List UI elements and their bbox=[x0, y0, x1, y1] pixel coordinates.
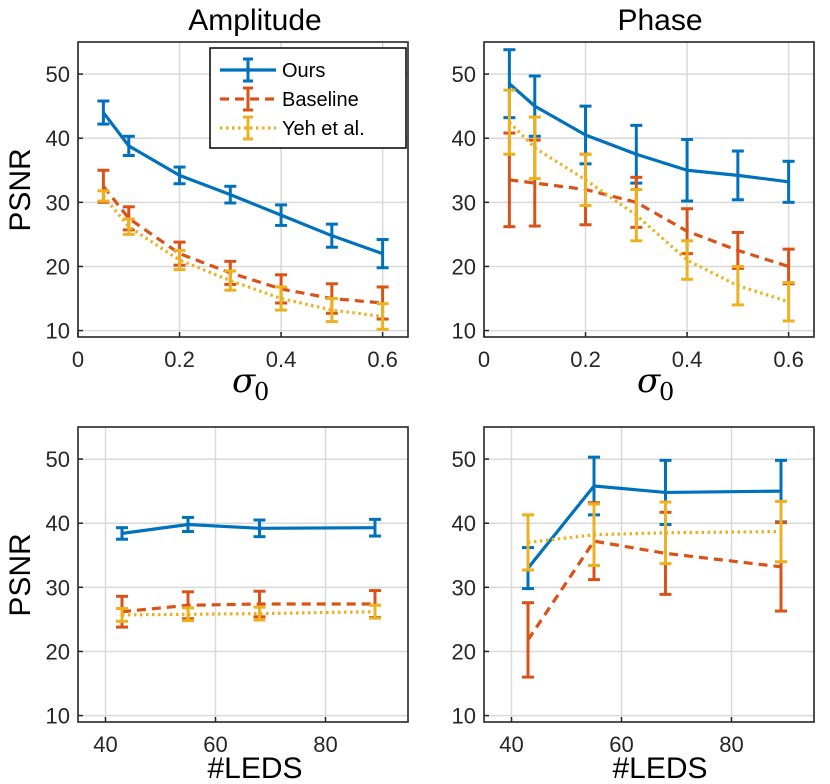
y-tick-label: 50 bbox=[452, 447, 476, 472]
x-tick-label: 0.2 bbox=[570, 347, 601, 372]
errorbar-yeh bbox=[122, 217, 135, 236]
legend: Ours Baseline Yeh et al. bbox=[209, 47, 407, 149]
y-tick-label: 10 bbox=[46, 319, 70, 344]
legend-item-baseline: Baseline bbox=[220, 86, 359, 112]
sigma-subscript: 0 bbox=[659, 378, 674, 406]
y-tick-label: 40 bbox=[452, 511, 476, 536]
title-phase: Phase bbox=[617, 4, 702, 37]
y-tick-label: 30 bbox=[46, 190, 70, 215]
sigma-symbol: σ bbox=[637, 361, 661, 401]
errorbar-yeh bbox=[522, 513, 534, 572]
y-tick-label: 50 bbox=[452, 62, 476, 87]
line-ours bbox=[526, 484, 782, 570]
y-tick-label: 20 bbox=[46, 254, 70, 279]
axes-box bbox=[483, 426, 815, 723]
y-tick-label: 10 bbox=[46, 704, 70, 729]
panel-1: 0 0.2 0.4 0.6 10 20 30 40 50 bbox=[452, 41, 815, 372]
series-yeh bbox=[503, 88, 795, 323]
errorbar-yeh bbox=[253, 605, 266, 622]
errorbar-yeh bbox=[173, 248, 186, 272]
y-tick-label: 20 bbox=[46, 639, 70, 664]
line-baseline bbox=[509, 178, 790, 268]
xlabel-sigma-right: σ 0 bbox=[637, 361, 674, 406]
y-tick-label: 20 bbox=[452, 254, 476, 279]
y-tick-label: 30 bbox=[452, 575, 476, 600]
plot-area bbox=[484, 427, 814, 722]
line-yeh bbox=[527, 529, 782, 545]
x-tick-label: 0.6 bbox=[367, 347, 398, 372]
line-baseline bbox=[526, 539, 782, 641]
y-tick-label: 50 bbox=[46, 447, 70, 472]
x-tick-label: 0 bbox=[72, 347, 84, 372]
sigma-symbol: σ bbox=[232, 361, 256, 401]
x-tick-label: 0.4 bbox=[266, 347, 297, 372]
legend-item-yeh: Yeh et al. bbox=[220, 115, 365, 141]
axes-box bbox=[77, 426, 409, 723]
x-tick-label: 0.6 bbox=[773, 347, 804, 372]
line-ours bbox=[121, 522, 376, 536]
x-tick-label: 0.2 bbox=[164, 347, 195, 372]
errorbar-baseline bbox=[522, 601, 534, 679]
series-ours bbox=[97, 99, 389, 270]
x-tick-label: 40 bbox=[499, 732, 523, 757]
axes-box bbox=[77, 41, 409, 338]
line-ours bbox=[508, 82, 789, 184]
x-tick-label: 60 bbox=[203, 732, 227, 757]
errorbar-yeh bbox=[659, 500, 672, 566]
ylabel-top: PSNR bbox=[4, 148, 37, 231]
x-tick-label: 0.4 bbox=[672, 347, 703, 372]
errorbar-yeh bbox=[224, 269, 237, 292]
legend-label: Baseline bbox=[282, 89, 359, 111]
series-yeh bbox=[97, 189, 389, 331]
y-tick-label: 40 bbox=[452, 126, 476, 151]
errorbar-yeh bbox=[325, 297, 338, 324]
xlabel-sigma-left: σ 0 bbox=[232, 361, 269, 406]
x-tick-label: 80 bbox=[313, 732, 337, 757]
x-tick-label: 40 bbox=[93, 732, 117, 757]
y-tick-label: 30 bbox=[46, 575, 70, 600]
line-yeh bbox=[508, 121, 790, 304]
legend-item-ours: Ours bbox=[220, 57, 325, 83]
errorbar-yeh bbox=[782, 280, 795, 323]
y-tick-label: 10 bbox=[452, 704, 476, 729]
legend-label: Yeh et al. bbox=[282, 118, 365, 140]
title-amplitude: Amplitude bbox=[188, 4, 321, 37]
line-ours bbox=[102, 111, 384, 256]
panel-3: 40 60 80 10 20 30 40 50 bbox=[452, 426, 815, 757]
line-baseline bbox=[121, 602, 375, 614]
errorbar-yeh bbox=[275, 285, 288, 312]
series-yeh bbox=[116, 603, 381, 623]
x-tick-label: 0 bbox=[478, 347, 490, 372]
y-tick-label: 40 bbox=[46, 126, 70, 151]
x-tick-label: 60 bbox=[609, 732, 633, 757]
y-tick-label: 30 bbox=[452, 190, 476, 215]
x-tick-label: 80 bbox=[719, 732, 743, 757]
y-tick-label: 40 bbox=[46, 511, 70, 536]
y-tick-label: 20 bbox=[452, 639, 476, 664]
xlabel-leds-right: #LEDS bbox=[612, 752, 707, 784]
series-yeh bbox=[522, 499, 787, 572]
sigma-subscript: 0 bbox=[254, 378, 269, 406]
panel-0: 0 0.2 0.4 0.6 10 20 30 40 50 Ours Baseline Yeh et a… bbox=[46, 41, 409, 372]
errorbar-yeh bbox=[116, 606, 128, 623]
ylabel-bottom: PSNR bbox=[4, 533, 37, 616]
errorbar-yeh bbox=[681, 239, 694, 281]
xlabel-leds-left: #LEDS bbox=[207, 752, 302, 784]
y-tick-label: 10 bbox=[452, 319, 476, 344]
y-tick-label: 50 bbox=[46, 62, 70, 87]
series-ours bbox=[116, 515, 381, 541]
panel-2: 40 60 80 10 20 30 40 50 bbox=[46, 426, 409, 757]
plot-area bbox=[484, 42, 814, 337]
axes-box bbox=[483, 41, 815, 338]
plot-area bbox=[78, 427, 408, 722]
legend-label: Ours bbox=[282, 60, 325, 82]
